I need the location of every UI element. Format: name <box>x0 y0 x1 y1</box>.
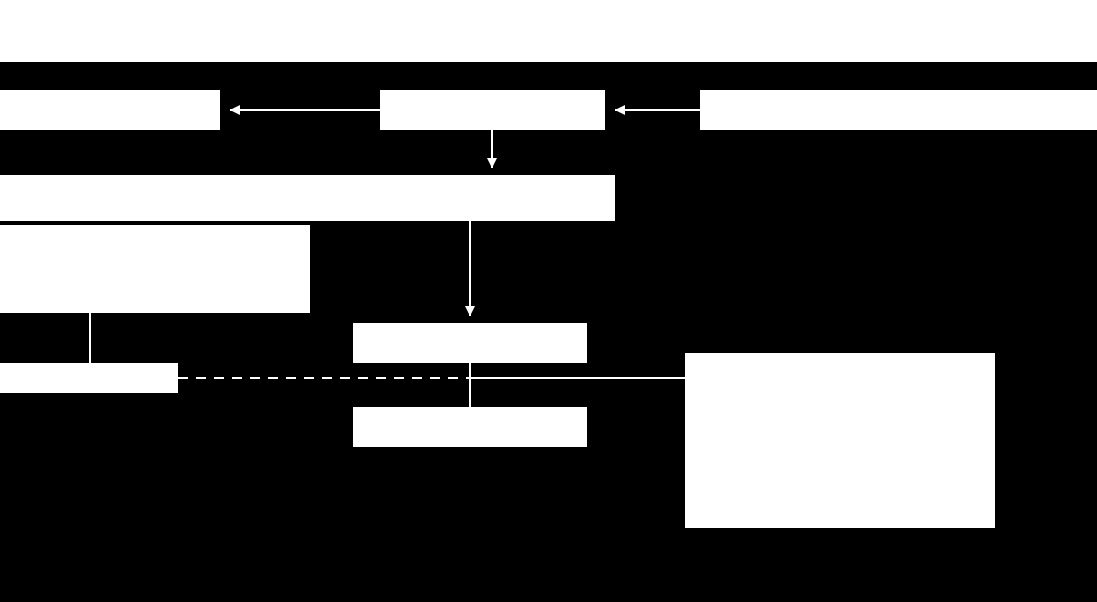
node-top-bar <box>0 0 1097 62</box>
node-left-box <box>0 90 220 130</box>
node-small-left <box>0 363 178 393</box>
node-wide-box <box>0 175 615 221</box>
node-big-right <box>685 353 995 528</box>
node-mid-box-1 <box>353 323 587 363</box>
node-tall-left <box>0 225 310 313</box>
node-right-box <box>700 90 1097 130</box>
node-center-box <box>380 90 605 130</box>
diagram-canvas <box>0 0 1097 602</box>
node-mid-box-2 <box>353 407 587 447</box>
